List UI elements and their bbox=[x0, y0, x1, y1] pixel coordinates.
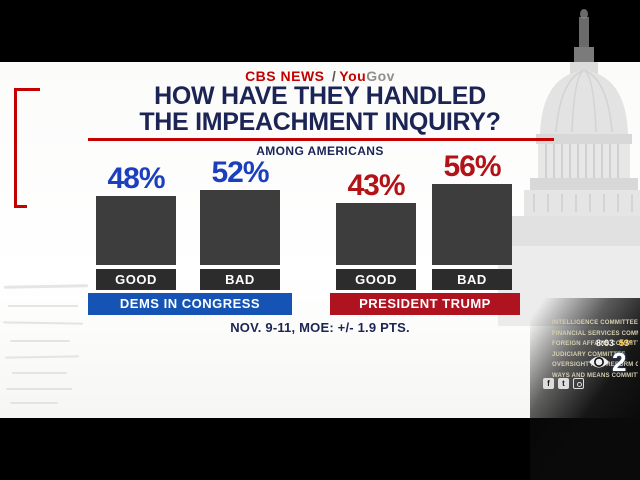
station-time-temp: 8:03 53° bbox=[596, 338, 633, 348]
chart-subtitle: AMONG AMERICANS bbox=[256, 144, 384, 158]
temperature: 53° bbox=[619, 338, 633, 348]
axis-label-trump-good: GOOD bbox=[336, 269, 416, 290]
social-icons: f t bbox=[543, 378, 584, 389]
committee-line: WAYS AND MEANS COMMITTEE bbox=[552, 372, 638, 379]
group-banner-dems: DEMS IN CONGRESS bbox=[88, 293, 292, 315]
brand-row: CBS NEWS / YouGov bbox=[0, 68, 640, 84]
bar-trump-good bbox=[336, 203, 416, 265]
axis-label-dems-bad: BAD bbox=[200, 269, 280, 290]
brand-separator: / bbox=[331, 68, 337, 84]
cbs-eye-icon bbox=[589, 356, 609, 368]
channel-number: 2 bbox=[612, 347, 627, 377]
bar-value-label: 48% bbox=[107, 161, 165, 195]
committee-line: JUDICIARY COMMITTEE bbox=[552, 351, 626, 358]
committee-line: FOREIGN AFFAIRS COMMITTEE bbox=[552, 341, 638, 347]
bar-value-label: 43% bbox=[347, 169, 405, 203]
bar-column-dems-bad: 52% bbox=[200, 140, 280, 265]
bar-dems-bad bbox=[200, 190, 280, 265]
clock: 8:03 bbox=[596, 338, 615, 348]
poll-footnote: NOV. 9-11, MOE: +/- 1.9 PTS. bbox=[230, 320, 410, 335]
bar-value-label: 56% bbox=[443, 150, 501, 184]
axis-label-trump-bad: BAD bbox=[432, 269, 512, 290]
facebook-icon: f bbox=[543, 378, 554, 389]
bar-column-dems-good: 48% bbox=[96, 140, 176, 265]
bar-value-label: 52% bbox=[211, 156, 269, 190]
cbs-news-logo: CBS NEWS bbox=[245, 68, 325, 84]
red-divider-rule bbox=[88, 138, 554, 141]
yougov-logo-you: You bbox=[339, 68, 367, 84]
bar-column-trump-good: 43% bbox=[336, 140, 416, 265]
yougov-logo-gov: Gov bbox=[366, 68, 395, 84]
bar-trump-bad bbox=[432, 184, 512, 265]
group-banner-trump: PRESIDENT TRUMP bbox=[330, 293, 520, 315]
corner-shade bbox=[530, 298, 640, 480]
headline-line-1: HOW HAVE THEY HANDLED bbox=[154, 82, 486, 110]
instagram-icon bbox=[573, 378, 584, 389]
committee-line: FINANCIAL SERVICES COMMITTEE bbox=[552, 330, 638, 337]
committee-line: INTELLIGENCE COMMITTEE bbox=[552, 320, 638, 326]
axis-label-dems-good: GOOD bbox=[96, 269, 176, 290]
twitter-icon: t bbox=[558, 378, 569, 389]
bar-dems-good bbox=[96, 195, 176, 265]
station-logo: 2 bbox=[588, 348, 626, 376]
capitol-dome-watermark bbox=[498, 9, 640, 326]
headline-line-2: THE IMPEACHMENT INQUIRY? bbox=[139, 108, 501, 136]
bar-column-trump-bad: 56% bbox=[432, 140, 512, 265]
